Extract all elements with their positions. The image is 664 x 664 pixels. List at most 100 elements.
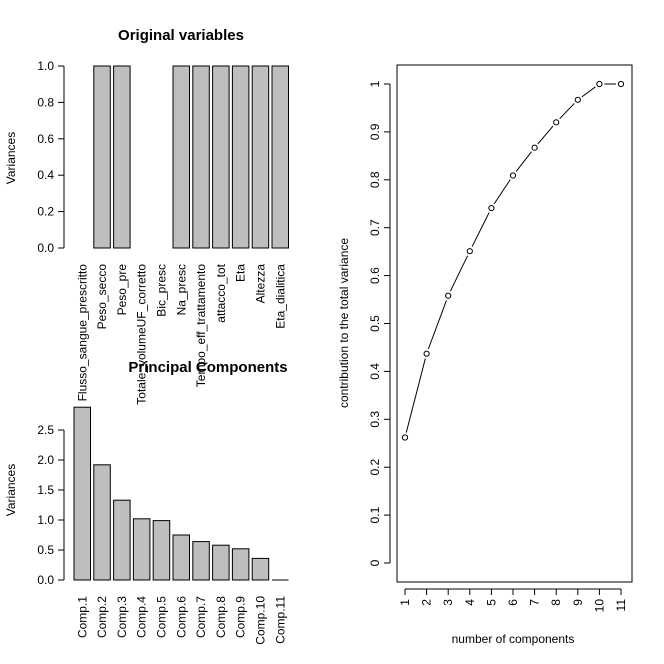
- x-tick-label: Flusso_sangue_prescritto: [75, 264, 89, 402]
- y-tick-label: 0.2: [37, 205, 54, 219]
- series-segment: [581, 86, 596, 98]
- y-tick-label: 0.6: [368, 267, 382, 284]
- bar: [251, 557, 270, 581]
- series-segment: [471, 212, 490, 247]
- principal-components-bars: [73, 406, 289, 581]
- cumulative-variance-plot-box: [396, 64, 633, 583]
- bar: [113, 499, 131, 581]
- y-tick-label: 0.4: [368, 363, 382, 380]
- y-tick-label: 1: [368, 80, 382, 87]
- bar: [271, 65, 289, 249]
- x-tick-label: Comp.8: [214, 596, 228, 638]
- y-tick-label: 0.5: [368, 315, 382, 332]
- bar: [132, 518, 151, 581]
- principal-components-panel: Principal Components Variances 0.0 0.5 1.0…: [4, 359, 289, 645]
- series-segment: [405, 358, 426, 433]
- x-tick-label: 8: [549, 599, 563, 606]
- x-tick-label: Eta: [234, 264, 248, 282]
- x-tick-label: Eta_dialitica: [273, 264, 287, 329]
- bar: [113, 65, 131, 249]
- data-point: [553, 119, 560, 126]
- x-tick-label: Peso_secco: [95, 264, 109, 330]
- data-point: [423, 350, 430, 357]
- original-variables-title: Original variables: [118, 27, 244, 44]
- y-tick-label: 0.0: [37, 573, 54, 587]
- y-tick-label: 2.5: [37, 423, 54, 437]
- x-tick-label: attacco_tot: [214, 263, 228, 322]
- principal-components-ylabel: Variances: [4, 464, 18, 516]
- principal-components-x-labels: Comp.1 Comp.2 Comp.3 Comp.4 Comp.5 Comp.6 Comp…: [75, 596, 287, 645]
- x-tick-label: 10: [592, 599, 606, 613]
- x-tick-label: Comp.9: [234, 596, 248, 638]
- x-tick-label: Tempo_eff_trattamento: [194, 264, 208, 388]
- x-tick-label: 6: [506, 599, 520, 606]
- bar: [192, 65, 210, 249]
- y-tick-label: 0.6: [37, 132, 54, 146]
- original-variables-panel: Original variables Variances 0.0 0.2 0.4 0.…: [4, 27, 289, 405]
- bar: [231, 548, 250, 581]
- data-point: [445, 292, 452, 299]
- x-tick-label: Comp.7: [194, 596, 208, 638]
- x-tick-label: Comp.4: [135, 596, 149, 638]
- data-point: [401, 434, 409, 441]
- cumulative-variance-series: [401, 80, 625, 441]
- bar: [172, 65, 190, 249]
- bar: [73, 406, 91, 581]
- principal-components-title: Principal Components: [128, 359, 287, 376]
- y-tick-label: 0.8: [368, 171, 382, 188]
- bar: [212, 544, 230, 581]
- x-tick-label: Comp.5: [154, 596, 168, 638]
- data-point: [574, 96, 581, 103]
- cumulative-variance-panel: number of components contribution to the…: [337, 64, 633, 646]
- series-segment: [427, 300, 447, 350]
- y-tick-label: 1.0: [37, 513, 54, 527]
- y-tick-label: 0.0: [37, 241, 54, 255]
- y-tick-label: 0.9: [368, 123, 382, 140]
- x-tick-label: 2: [420, 599, 434, 606]
- bar: [93, 464, 111, 581]
- series-segment: [493, 179, 511, 205]
- series-segment: [515, 151, 532, 172]
- x-tick-label: Altezza: [253, 264, 267, 304]
- original-variables-x-labels: Flusso_sangue_prescritto Peso_secco Peso_p…: [75, 263, 287, 404]
- series-segment: [537, 125, 554, 145]
- y-tick-label: 0.8: [37, 95, 54, 109]
- cumulative-variance-xlabel: number of components: [452, 632, 575, 646]
- x-tick-label: Bic_presc: [154, 264, 168, 317]
- bar: [172, 534, 190, 581]
- bar: [212, 65, 230, 249]
- series-segment: [559, 103, 575, 120]
- y-tick-label: 0: [368, 559, 382, 566]
- x-tick-label: 1: [398, 599, 412, 606]
- original-variables-bars: [93, 65, 289, 249]
- y-tick-label: 0.3: [368, 411, 382, 428]
- y-tick-label: 0.1: [368, 506, 382, 523]
- y-tick-label: 0.4: [37, 168, 54, 182]
- x-tick-label: 9: [571, 599, 585, 606]
- bar: [93, 65, 111, 249]
- bar: [192, 541, 210, 581]
- x-tick-label: Totale_volumeUF_corretto: [135, 264, 149, 405]
- x-tick-label: Comp.10: [253, 596, 267, 645]
- y-tick-label: 0.2: [368, 459, 382, 476]
- x-tick-label: 5: [484, 599, 498, 606]
- data-point: [596, 80, 603, 88]
- data-point: [531, 144, 538, 151]
- x-tick-label: Comp.6: [174, 596, 188, 638]
- cumulative-variance-ylabel: contribution to the total variance: [337, 238, 351, 408]
- bar: [152, 520, 171, 581]
- x-tick-label: Comp.11: [273, 596, 287, 644]
- data-point: [509, 172, 517, 179]
- original-variables-ylabel: Variances: [4, 132, 18, 184]
- y-tick-label: 1.5: [37, 483, 54, 497]
- x-tick-label: Comp.1: [75, 596, 89, 638]
- data-point: [617, 80, 625, 88]
- x-tick-label: 3: [441, 599, 455, 606]
- y-tick-label: 2.0: [37, 453, 54, 467]
- data-point: [488, 204, 495, 212]
- original-variables-y-axis: 0.0 0.2 0.4 0.6 0.8 1.0: [37, 59, 65, 255]
- x-tick-label: 4: [463, 599, 477, 606]
- x-tick-label: Na_presc: [174, 264, 188, 315]
- y-tick-label: 0.5: [37, 543, 54, 557]
- series-segment: [449, 255, 469, 292]
